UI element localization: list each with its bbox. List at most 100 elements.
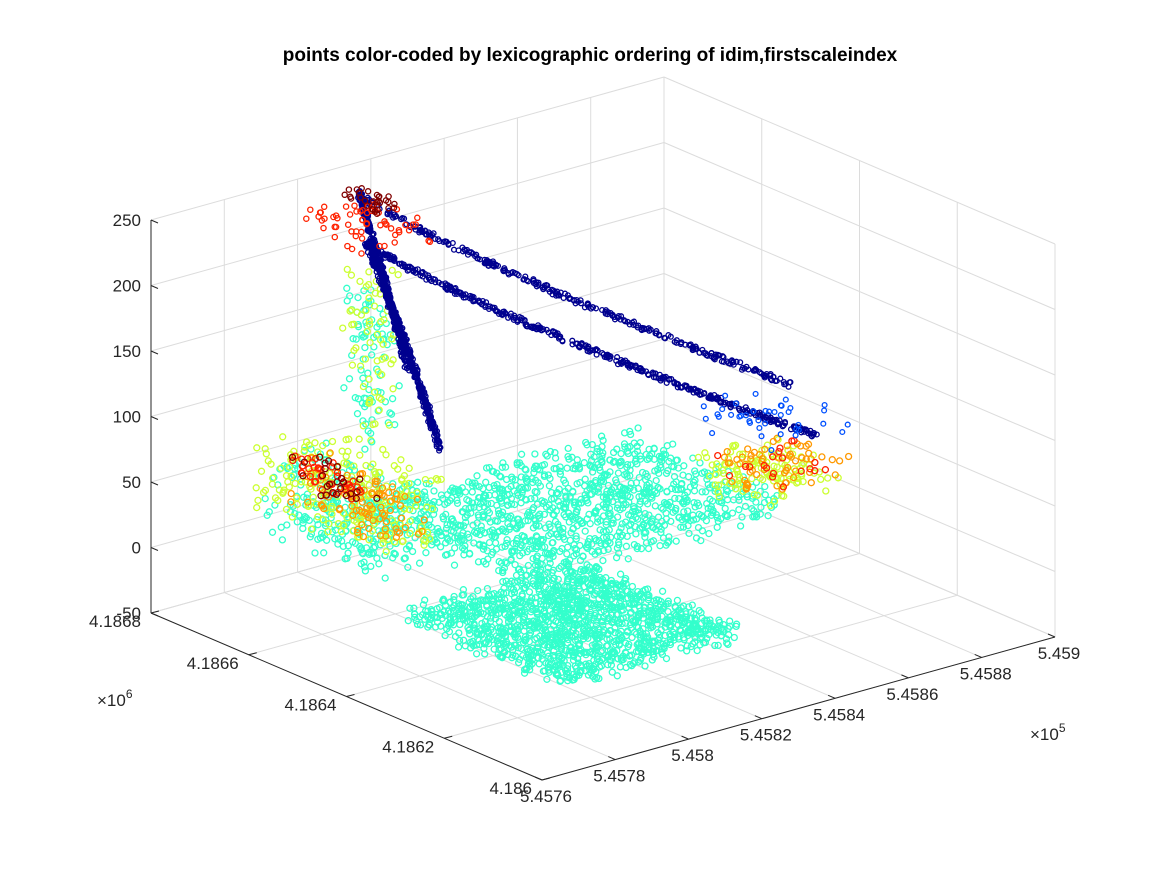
scatter-point [378, 509, 387, 518]
scatter-point [415, 559, 424, 567]
scatter-point [615, 541, 623, 549]
scatter-point [551, 517, 560, 526]
scatter-point [535, 522, 543, 530]
scatter-point [604, 497, 612, 506]
scatter-point [570, 624, 578, 632]
scatter-point [518, 532, 526, 540]
scatter-point [685, 529, 693, 538]
scatter-point [509, 585, 518, 594]
scatter-point [532, 599, 540, 607]
scatter-point [441, 631, 449, 640]
scatter-point [465, 550, 474, 558]
scatter-point [575, 646, 583, 654]
scatter-point [467, 503, 475, 511]
scatter-point [396, 501, 405, 510]
scatter-point [499, 578, 507, 586]
scatter-point [669, 628, 677, 637]
scatter-point [459, 591, 468, 599]
scatter-point [309, 493, 317, 501]
scatter-point [471, 479, 479, 487]
scatter-point [657, 503, 665, 512]
scatter-point [420, 516, 428, 524]
scatter-point [480, 542, 488, 550]
scatter-point [397, 456, 405, 464]
scatter-point [519, 651, 527, 660]
scatter-point [447, 608, 455, 616]
scatter-point [761, 491, 769, 499]
scatter-point [663, 442, 671, 450]
scatter-point [572, 532, 580, 540]
scatter-point [583, 515, 591, 523]
scatter-point [479, 557, 488, 566]
scatter-point [553, 603, 562, 612]
scatter-point [607, 661, 616, 669]
scatter-point [495, 645, 503, 654]
scatter-point [570, 499, 578, 507]
scatter-point [598, 617, 606, 625]
scatter-point [560, 657, 568, 665]
scatter-point [298, 462, 307, 470]
scatter-point [594, 514, 602, 523]
scatter-point [540, 472, 549, 481]
scatter-point [572, 546, 581, 554]
scatter-point [591, 507, 599, 516]
scatter-point [626, 427, 634, 436]
scatter-point [622, 542, 631, 550]
scatter-point [386, 542, 394, 550]
scatter-point [561, 590, 569, 598]
scatter-point [343, 514, 351, 522]
scatter-point [641, 662, 649, 670]
scatter-point [401, 523, 410, 532]
scatter-point [690, 481, 699, 489]
scatter-point [489, 603, 498, 612]
scatter-point [548, 539, 556, 547]
scatter-point [448, 515, 456, 523]
scatter-point [550, 574, 558, 582]
scatter-point [601, 470, 610, 478]
scatter-point [386, 506, 394, 515]
scatter-point [306, 472, 314, 481]
scatter-point [413, 495, 422, 504]
scatter-point [505, 622, 513, 630]
scatter-point [645, 591, 653, 600]
scatter-point [340, 459, 348, 467]
scatter-point [375, 468, 383, 477]
scatter-point [523, 548, 531, 556]
scatter-point [566, 556, 574, 564]
scatter-point [529, 537, 537, 545]
scatter-point [285, 463, 294, 471]
scatter-point [713, 514, 721, 522]
scatter-point [621, 576, 629, 585]
scatter-point [510, 500, 519, 509]
scatter-point [421, 615, 429, 623]
scatter-point [523, 645, 532, 653]
scatter-point [475, 636, 483, 645]
scatter-point [596, 466, 604, 475]
scatter-point [730, 633, 738, 642]
scatter-point [468, 612, 476, 621]
scatter-point [390, 521, 398, 529]
scatter-point [592, 574, 601, 583]
scatter-point [411, 613, 419, 621]
scatter-point [349, 477, 357, 485]
scatter-point [485, 463, 493, 472]
scatter-point [561, 503, 570, 511]
scatter-point [569, 656, 578, 664]
scatter-point [536, 510, 544, 518]
scatter-point [593, 617, 601, 625]
scatter-point [474, 610, 483, 618]
scatter-point [588, 540, 596, 548]
scatter-point [625, 498, 633, 506]
scatter-point [293, 494, 301, 502]
scatter-point [556, 677, 564, 685]
scatter-point [399, 537, 407, 545]
scatter-point [522, 598, 530, 606]
scatter-point [287, 498, 295, 506]
scatter-point [595, 463, 604, 472]
scatter-point [574, 655, 582, 663]
scatter-point [473, 630, 481, 638]
scatter-point [644, 621, 653, 629]
scatter-point [268, 528, 277, 536]
scatter-point [569, 524, 578, 533]
